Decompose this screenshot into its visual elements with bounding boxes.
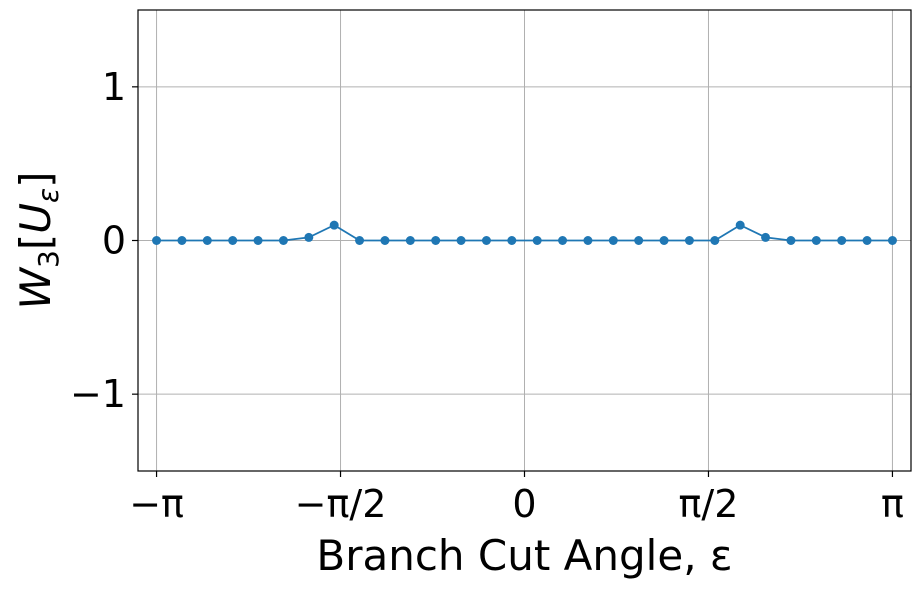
data-point: [329, 220, 339, 230]
data-point: [253, 236, 263, 245]
x-axis-label: Branch Cut Angle, ε: [316, 531, 732, 580]
y-label-sub: 3: [32, 250, 65, 268]
data-point: [811, 236, 821, 245]
data-point: [431, 236, 441, 245]
series-layer: [152, 220, 897, 245]
y-label-inner-main: U: [11, 203, 60, 234]
data-point: [659, 236, 669, 245]
y-label-bracket-close: ]: [11, 171, 60, 187]
y-label-inner-sub: ε: [32, 188, 65, 203]
data-point: [202, 236, 212, 245]
data-point: [405, 236, 415, 245]
y-tick-label: 1: [102, 65, 126, 109]
axis-ticks: [132, 86, 894, 477]
data-point: [177, 236, 187, 245]
y-label-bracket-open: [: [11, 234, 60, 250]
data-point: [380, 236, 390, 245]
data-point: [735, 220, 745, 230]
y-tick-label: −1: [70, 372, 126, 416]
data-point: [507, 236, 517, 245]
data-point: [355, 236, 365, 245]
data-point: [887, 236, 897, 245]
x-tick-label: π: [881, 482, 904, 526]
data-point: [481, 236, 491, 245]
y-tick-label: 0: [102, 219, 126, 263]
data-point: [558, 236, 568, 245]
data-point: [583, 236, 593, 245]
data-point: [786, 236, 796, 245]
y-label-main: W: [11, 267, 60, 310]
data-point: [837, 236, 847, 245]
data-point: [710, 236, 720, 245]
x-tick-label: −π/2: [295, 482, 387, 526]
data-point: [608, 236, 618, 245]
x-tick-label: −π: [129, 482, 184, 526]
x-tick-label: 0: [512, 482, 536, 526]
x-tick-label: π/2: [679, 482, 739, 526]
tick-labels: −π −π/2 0 π/2 π 1 0 −1: [70, 65, 904, 526]
y-axis-label: W3[Uε]: [11, 171, 65, 309]
data-point: [456, 236, 466, 245]
data-point: [684, 236, 694, 245]
data-point: [634, 236, 644, 245]
data-point: [228, 236, 238, 245]
data-point: [862, 236, 872, 245]
data-point: [761, 232, 771, 242]
data-point: [304, 232, 314, 242]
data-point: [152, 236, 162, 245]
data-point: [278, 236, 288, 245]
data-point: [532, 236, 542, 245]
